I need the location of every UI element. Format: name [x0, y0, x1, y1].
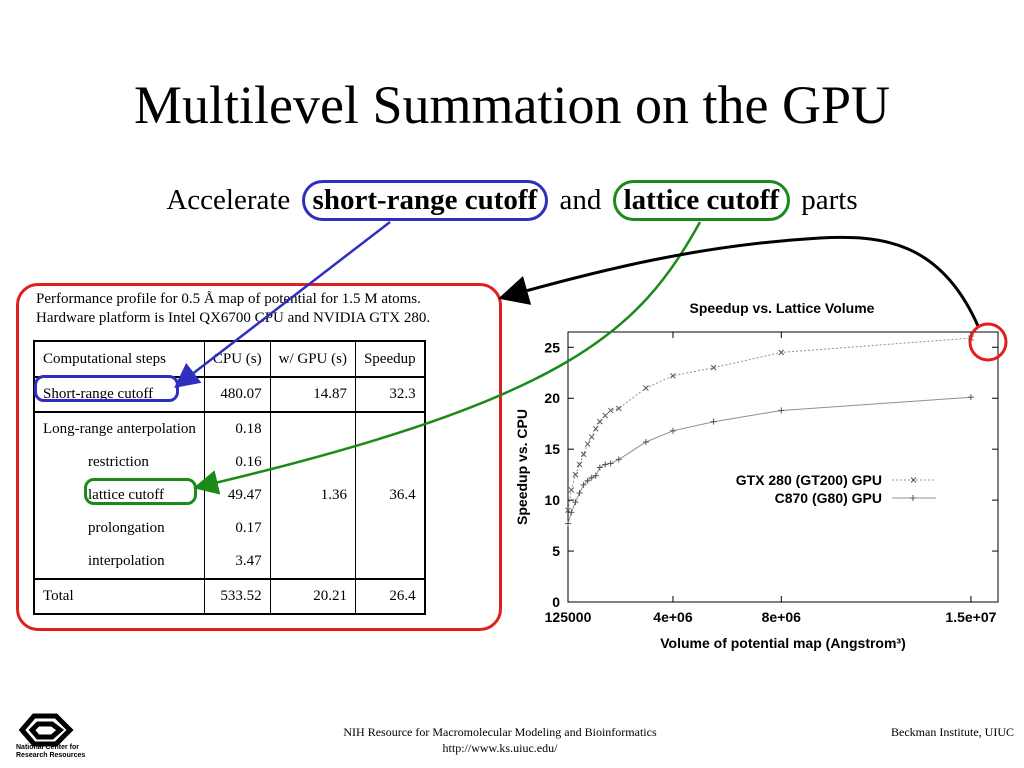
speedup-cell: 32.3: [354, 377, 426, 412]
header-cpu: CPU (s): [203, 341, 271, 378]
x-tick-label: 4e+06: [653, 609, 693, 625]
data-point: [572, 471, 579, 478]
point-marker: [568, 487, 575, 493]
x-axis-ticks: 125000 4e+06 8e+06 1.5e+07: [545, 332, 997, 625]
step-cell: Total: [33, 578, 205, 614]
data-point: [778, 407, 785, 414]
data-point: [669, 427, 676, 434]
gpu-cell: 20.21: [269, 578, 356, 614]
data-point: [602, 461, 609, 468]
data-point: [576, 461, 583, 468]
table-row: Total 533.52 20.21 26.4: [33, 578, 426, 614]
subtitle-mid: and: [559, 184, 602, 216]
cpu-cell: 480.07: [203, 377, 271, 412]
speedup-chart: Speedup vs. Lattice Volume 0 5 10 15 20 25 12…: [514, 300, 999, 651]
data-point: [596, 464, 603, 471]
series-line-2: [567, 396, 971, 524]
slide-title: Multilevel Summation on the GPU: [134, 75, 890, 135]
data-point: [568, 487, 575, 493]
chart-legend: GTX 280 (GT200) GPU C870 (G80) GPU: [736, 472, 936, 506]
data-point: [710, 364, 717, 371]
table-row: lattice cutoff 49.47: [33, 479, 425, 512]
header-steps: Computational steps: [33, 341, 205, 378]
data-point: [602, 412, 609, 419]
cpu-cell: 0.18: [203, 411, 271, 446]
step-cell: interpolation: [33, 545, 205, 579]
x-tick-label: 125000: [545, 609, 592, 625]
data-point: [615, 456, 622, 463]
legend-marker: [910, 477, 917, 483]
data-point: [642, 439, 649, 446]
data-point: [778, 349, 785, 356]
x-tick-label: 1.5e+07: [945, 609, 996, 625]
header-speedup: Speedup: [354, 341, 426, 378]
gpu-cell: 1.36: [269, 411, 356, 579]
short-range-row-highlight: [34, 375, 179, 402]
data-point: [643, 385, 649, 391]
data-point: [592, 425, 599, 432]
chart-title: Speedup vs. Lattice Volume: [690, 300, 875, 316]
point-marker: [565, 507, 571, 514]
data-point: [568, 509, 575, 516]
cpu-cell: 533.52: [203, 578, 271, 614]
data-point: [580, 451, 587, 458]
legend-label-gtx280: GTX 280 (GT200) GPU: [736, 472, 882, 488]
profile-line-2: Hardware platform is Intel QX6700 CPU an…: [36, 310, 431, 326]
short-range-cutoff-highlight: short-range cutoff: [301, 180, 549, 221]
data-point: [572, 499, 579, 506]
header-gpu: w/ GPU (s): [269, 341, 356, 378]
cpu-cell: 49.47: [203, 479, 271, 512]
data-point: [967, 394, 974, 401]
table-header-row: Computational steps CPU (s) w/ GPU (s) S…: [33, 341, 426, 378]
y-tick-label: 20: [544, 390, 560, 406]
cpu-cell: 3.47: [203, 545, 271, 579]
point-marker: [710, 364, 717, 371]
y-tick-label: 15: [544, 441, 560, 457]
data-point: [607, 460, 614, 467]
plot-frame: [567, 331, 999, 603]
speedup-cell: 36.4: [354, 411, 426, 579]
lattice-cutoff-highlight: lattice cutoff: [612, 180, 791, 221]
x-tick-label: 8e+06: [762, 609, 802, 625]
data-point: [576, 489, 583, 496]
y-tick-label: 10: [544, 492, 560, 508]
footer-institute: Beckman Institute, UIUC: [891, 725, 1014, 739]
ncrr-logo: [18, 713, 74, 747]
table-row: prolongation 0.17: [33, 512, 425, 545]
speedup-cell: 26.4: [354, 578, 426, 614]
footer-center: NIH Resource for Macromolecular Modeling…: [300, 724, 700, 756]
y-axis-label: Speedup vs. CPU: [514, 409, 530, 525]
step-cell: restriction: [33, 446, 205, 479]
subtitle-prefix: Accelerate: [166, 184, 291, 216]
profile-description: Performance profile for 0.5 Å map of pot…: [36, 290, 506, 328]
lattice-cutoff-row-highlight: [84, 478, 197, 505]
data-point: [596, 418, 603, 425]
point-marker: [778, 349, 785, 356]
x-axis-label: Volume of potential map (Angstrom³): [660, 635, 906, 651]
y-tick-label: 5: [552, 543, 560, 559]
profile-line-1: Performance profile for 0.5 Å map of pot…: [36, 291, 421, 307]
slide-subtitle: Accelerate short-range cutoff and lattic…: [0, 180, 1024, 221]
cpu-cell: 0.17: [203, 512, 271, 545]
gpu-cell: 14.87: [269, 377, 356, 412]
table-row: interpolation 3.47: [33, 545, 425, 579]
data-point: [584, 441, 591, 447]
footer-url: http://www.ks.uiuc.edu/: [442, 741, 558, 755]
cpu-cell: 0.16: [203, 446, 271, 479]
legend-label-c870: C870 (G80) GPU: [775, 490, 882, 506]
y-tick-label: 0: [552, 594, 560, 610]
footer-resource-name: NIH Resource for Macromolecular Modeling…: [343, 725, 657, 739]
y-tick-label: 25: [544, 339, 560, 355]
step-cell: prolongation: [33, 512, 205, 545]
logo-text: National Center for Research Resources: [16, 744, 86, 760]
data-point: [565, 520, 571, 527]
data-point: [710, 418, 717, 425]
table-row: Long-range anterpolation 0.18 1.36 36.4: [33, 411, 426, 579]
step-cell: lattice cutoff: [33, 479, 205, 512]
step-cell: Long-range anterpolation: [33, 411, 205, 446]
data-point: [588, 434, 595, 440]
subtitle-suffix: parts: [801, 184, 858, 216]
logo-text-line-2: Research Resources: [16, 752, 86, 759]
logo-text-line-1: National Center for: [16, 744, 80, 751]
